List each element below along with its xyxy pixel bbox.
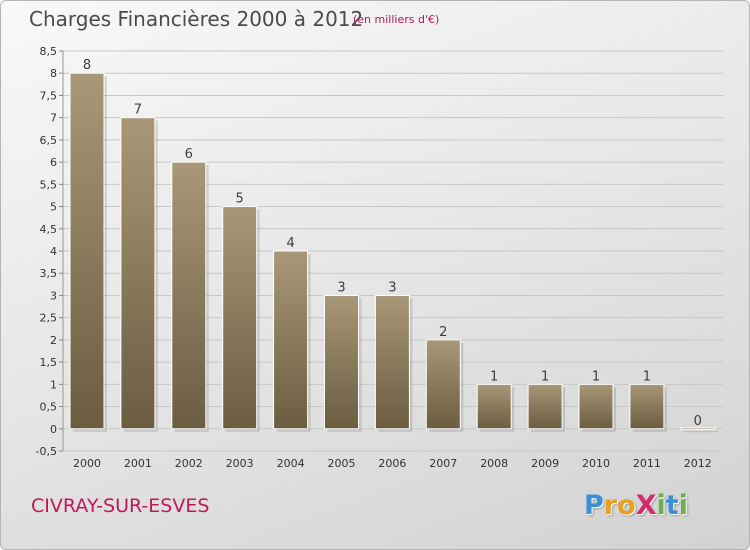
x-tick-label: 2000 — [73, 457, 101, 470]
data-label: 4 — [286, 236, 294, 251]
bar-2003 — [222, 206, 258, 430]
logo-letter: o — [617, 490, 636, 521]
chart-subtitle: (en milliers d'€) — [353, 13, 440, 26]
x-tick-label: 2002 — [175, 457, 203, 470]
x-tick-label: 2008 — [480, 457, 508, 470]
bar-2005 — [324, 294, 359, 430]
logo-letter: i — [656, 490, 666, 521]
y-tick-label: 7 — [50, 112, 57, 125]
bar-2004 — [273, 250, 309, 430]
y-tick-label: 0 — [50, 423, 57, 436]
y-tick-label: 5,5 — [40, 178, 58, 191]
bar-2006 — [374, 294, 410, 430]
y-tick-label: 0,5 — [40, 401, 58, 414]
y-tick-label: 2,5 — [40, 312, 58, 325]
y-tick-label: 8,5 — [40, 45, 58, 58]
data-label: 1 — [490, 369, 498, 384]
y-tick-label: 1,5 — [40, 356, 58, 369]
bar-2008 — [476, 383, 512, 430]
y-tick-label: 3 — [50, 289, 57, 302]
bar-2002 — [171, 161, 207, 430]
x-tick-label: 2007 — [429, 457, 457, 470]
data-label: 5 — [236, 192, 244, 207]
y-tick-label: 5 — [50, 201, 57, 214]
bar-2001 — [120, 117, 156, 430]
y-tick-label: -0,5 — [36, 445, 57, 458]
data-label: 1 — [592, 369, 600, 384]
proxiti-logo: ProXiti — [584, 490, 688, 521]
y-tick-label: 2 — [50, 334, 57, 347]
data-label: 6 — [185, 147, 193, 162]
bar-2009 — [527, 383, 563, 430]
logo-letter: X — [635, 490, 657, 521]
y-tick-label: 7,5 — [40, 89, 58, 102]
y-tick-label: 3,5 — [40, 267, 58, 280]
data-label: 8 — [83, 58, 91, 73]
chart-title: Charges Financières 2000 à 2012 — [29, 7, 364, 31]
x-axis-ticks: 2000 2001 2002 2003 2004 2005 2006 2007 2008 2009… — [73, 457, 712, 470]
logo-letter: i — [678, 490, 688, 521]
data-label: 1 — [541, 369, 549, 384]
bar-2012 — [680, 427, 716, 430]
x-tick-label: 2012 — [684, 457, 712, 470]
x-tick-label: 2009 — [531, 457, 559, 470]
bar-2007 — [425, 339, 461, 430]
logo-letter: P — [584, 490, 604, 521]
logo-letter: t — [665, 490, 679, 521]
bar-2011 — [629, 383, 665, 430]
x-tick-label: 2004 — [277, 457, 305, 470]
bar-shadow — [683, 430, 718, 433]
x-tick-label: 2003 — [226, 457, 254, 470]
y-tick-label: 4,5 — [40, 223, 58, 236]
bars — [69, 72, 718, 433]
data-label: 2 — [439, 325, 447, 340]
x-tick-label: 2011 — [633, 457, 661, 470]
y-tick-label: 1 — [50, 378, 57, 391]
bar-2000 — [69, 72, 105, 430]
y-tick-label: 8 — [50, 67, 57, 80]
data-labels: 8 7 6 5 4 3 3 2 1 1 1 1 0 — [83, 58, 702, 429]
y-axis-ticks: -0,5 0 0,5 1 1,5 2 2,5 3 3,5 4 4,5 5 5,5 6 6,5 7 7,5 8 8,5 — [36, 45, 64, 458]
x-tick-label: 2001 — [124, 457, 152, 470]
x-tick-label: 2010 — [582, 457, 610, 470]
place-name: CIVRAY-SUR-ESVES — [31, 495, 210, 517]
x-tick-label: 2006 — [378, 457, 406, 470]
data-label: 1 — [643, 369, 651, 384]
x-tick-label: 2005 — [328, 457, 356, 470]
y-tick-label: 6,5 — [40, 134, 58, 147]
logo-letter: r — [603, 490, 618, 521]
y-tick-label: 4 — [50, 245, 57, 258]
data-label: 3 — [337, 280, 345, 295]
y-tick-label: 6 — [50, 156, 57, 169]
data-label: 3 — [388, 280, 396, 295]
data-label: 0 — [694, 414, 702, 429]
bar-2010 — [578, 383, 614, 430]
data-label: 7 — [134, 103, 142, 118]
